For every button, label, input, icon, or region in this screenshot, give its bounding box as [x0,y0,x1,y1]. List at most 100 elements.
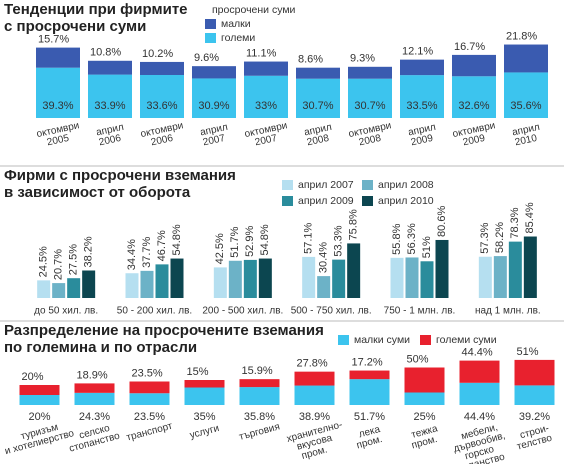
x-tick-label: търговия [238,421,281,442]
bar-segment [348,66,392,79]
x-tick-label: лека [358,424,382,440]
bar-segment [36,67,80,118]
value-label: 33% [255,100,277,112]
bar [332,259,346,298]
bar-segment [36,47,80,68]
bar-segment [349,370,390,380]
bar-segment [184,387,225,405]
bar-segment [88,60,132,75]
chart-title: с просрочени суми [4,18,146,35]
value-label: 30.9% [198,100,229,112]
chart-title: Тенденции при фирмите [4,1,188,18]
bar [405,257,419,298]
bar-segment [140,61,184,75]
value-label: 33.5% [406,100,437,112]
legend-label: големи суми [436,334,497,346]
bar-segment [459,382,500,405]
bar-segment [348,78,392,118]
bar [302,256,316,298]
value-label: 38.9% [299,411,330,423]
value-label: 52.9% [244,226,256,257]
value-label: 55.8% [391,223,403,254]
value-label: 15.9% [242,365,273,377]
value-label: 20% [22,371,44,383]
bar-segment [404,367,445,393]
value-label: 34.4% [126,239,138,270]
bar-segment [74,392,115,405]
legend-swatch [205,19,216,29]
bar [347,243,361,298]
value-label: 78.3% [509,207,521,238]
bar [258,258,272,298]
bar-segment [514,385,555,405]
bar-segment [400,75,444,118]
legend-swatch [362,180,373,190]
chart-title: в зависимост от оборота [4,184,191,201]
bar-segment [294,385,335,405]
value-label: 35.8% [244,411,275,423]
value-label: 46.7% [156,230,168,261]
value-label: 18.9% [77,369,108,381]
legend-label: април 2010 [378,195,434,207]
value-label: 56.3% [406,223,418,254]
value-label: 23.5% [134,411,165,423]
value-label: 57.1% [303,222,315,253]
value-label: 54.8% [171,224,183,255]
bar [243,259,257,298]
x-tick-label: 2006 [98,133,122,148]
bar [523,236,537,298]
bar [213,267,227,298]
value-label: 51.7% [354,411,385,423]
x-tick-label: 2007 [202,133,226,148]
bar-segment [452,54,496,77]
value-label: 75.8% [348,209,360,240]
bar [228,260,242,298]
value-label: 20% [28,411,50,423]
legend-title: просрочени суми [212,4,296,16]
value-label: 39.2% [519,411,550,423]
bar [317,276,331,298]
value-label: 30.7% [354,100,385,112]
value-label: 27.8% [297,358,328,370]
value-label: 16.7% [454,41,485,53]
x-tick-label: 2005 [46,133,70,148]
bar-segment [459,360,500,383]
value-label: 39.3% [42,100,73,112]
chart-title: Фирми с просрочени вземания [4,167,236,184]
legend-swatch [282,180,293,190]
value-label: 9.3% [350,53,375,65]
value-label: 38.2% [83,236,95,267]
bar-segment [504,72,548,118]
value-label: 57.3% [479,222,491,253]
value-label: 24.3% [79,411,110,423]
value-label: 58.2% [494,222,506,253]
legend-label: април 2009 [298,195,354,207]
x-tick-label: 200 - 500 хил. лв. [202,306,283,317]
bar-segment [192,66,236,79]
value-label: 12.1% [402,46,433,58]
x-tick-label: 2008 [306,133,330,148]
value-label: 10.2% [142,48,173,60]
value-label: 30.7% [302,100,333,112]
value-label: 33.6% [146,100,177,112]
bar-segment [239,387,280,405]
bar-segment [19,385,60,395]
x-tick-label: 2009 [410,133,434,148]
legend-swatch [205,33,216,43]
chart-title: по големина и по отрасли [4,339,197,356]
value-label: 44.4% [464,411,495,423]
bar [508,241,522,298]
x-tick-label: 2006 [150,133,174,148]
x-tick-label: 750 - 1 млн. лв. [384,306,456,317]
bar [67,278,81,298]
bar-segment [140,74,184,118]
value-label: 8.6% [298,54,323,66]
x-tick-label: 2009 [462,133,486,148]
x-tick-label: 2007 [254,133,278,148]
chart-title: Разпределение на просрочените вземания [4,322,324,339]
bar-segment [239,379,280,388]
value-label: 53.3% [333,225,345,256]
bar [125,273,139,298]
value-label: 23.5% [132,367,163,379]
legend-label: малки [221,18,251,30]
